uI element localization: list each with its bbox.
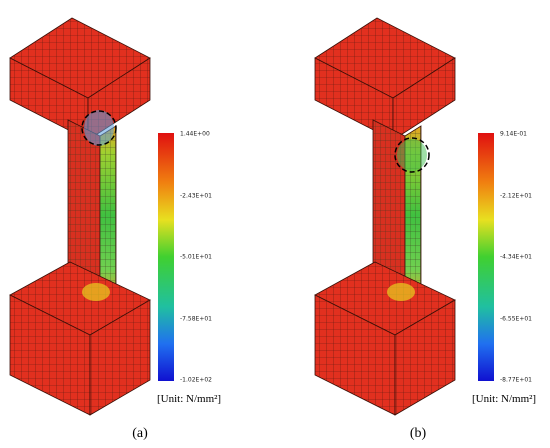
unit-label: [Unit: N/mm²] [157,393,221,405]
colorbar-tick: -1.02E+02 [180,377,212,384]
colorbar-tick: 1.44E+00 [180,131,210,138]
panel-a: 1.44E+00 -2.43E+01 -5.01E+01 -7.58E+01 -… [9,17,221,441]
colorbar-tick: -5.01E+01 [180,254,212,261]
colorbar [478,133,494,381]
colorbar-tick: -2.43E+01 [180,193,212,200]
colorbar-tick: -7.58E+01 [180,316,212,323]
highlight-circle [81,110,117,146]
panel-label: (a) [132,426,148,441]
panel-label: (b) [410,426,427,441]
colorbar-tick: -6.55E+01 [500,316,532,323]
colorbar [158,133,174,381]
column-model [314,17,456,416]
colorbar-tick: 9.14E-01 [500,131,527,138]
highlight-circle [394,137,430,173]
colorbar-tick: -4.34E+01 [500,254,532,261]
panel-b: 9.14E-01 -2.12E+01 -4.34E+01 -6.55E+01 -… [314,17,536,441]
colorbar-tick: -8.77E+01 [500,377,532,384]
colorbar-tick: -2.12E+01 [500,193,532,200]
stress-region [84,110,114,146]
unit-label: [Unit: N/mm²] [472,393,536,405]
stress-region [397,139,427,171]
column-model [9,17,151,416]
